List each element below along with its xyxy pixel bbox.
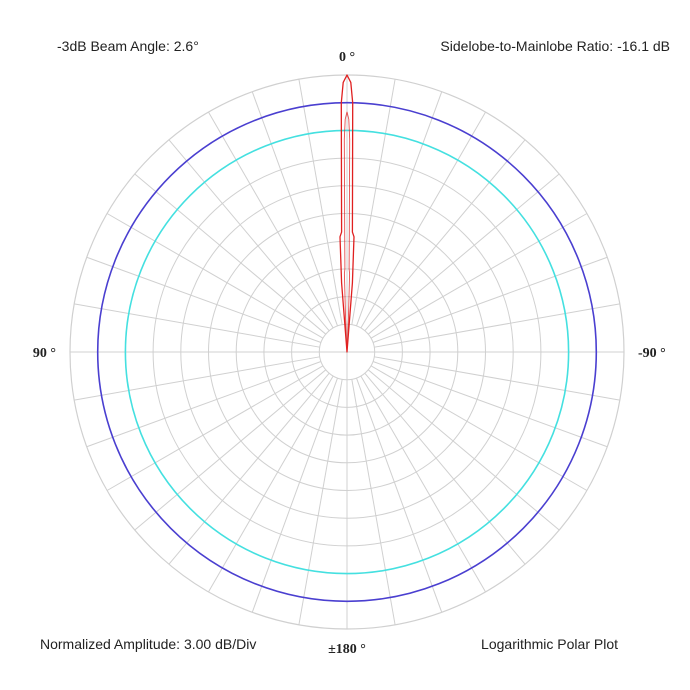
grid-spoke <box>367 369 560 531</box>
grid-spoke <box>360 375 486 593</box>
angle-label: -90 ° <box>638 346 666 361</box>
grid-spoke <box>168 372 330 565</box>
grid-spoke <box>374 356 620 401</box>
beam-angle-label: -3dB Beam Angle: 2.6° <box>57 38 199 54</box>
series-line <box>339 74 355 353</box>
amplitude-scale-label: Normalized Amplitude: 3.00 dB/Div <box>40 636 257 652</box>
reference-circle <box>96 101 598 603</box>
beam-pattern <box>339 74 355 353</box>
grid-spoke <box>374 303 620 348</box>
grid-spoke <box>298 79 343 325</box>
reference-circle <box>124 129 570 575</box>
grid-spoke <box>208 375 334 593</box>
grid-spoke <box>364 139 526 332</box>
reference-circles <box>96 101 598 603</box>
grid-spoke <box>74 356 320 401</box>
grid-spoke <box>251 91 338 327</box>
grid-spoke <box>367 173 560 335</box>
grid-spoke <box>356 377 443 613</box>
angle-labels: 0 ° 90 ° -90 ° ±180 ° <box>33 50 666 657</box>
grid-spoke <box>86 361 322 448</box>
grid-spoke <box>134 369 327 531</box>
grid-spoke <box>298 379 343 625</box>
sidelobe-ratio-label: Sidelobe-to-Mainlobe Ratio: -16.1 dB <box>440 38 670 54</box>
grid-spoke <box>351 79 396 325</box>
grid-spoke <box>86 256 322 343</box>
grid-spoke <box>106 213 324 339</box>
grid-spoke <box>370 365 588 491</box>
grid-spoke <box>208 111 334 329</box>
grid-spoke <box>351 379 396 625</box>
angle-label: 90 ° <box>33 346 56 361</box>
angle-label: 0 ° <box>339 50 355 65</box>
grid-spoke <box>106 365 324 491</box>
grid-spoke <box>168 139 330 332</box>
grid-spoke <box>372 361 608 448</box>
series-line-inner <box>343 111 351 353</box>
grid-spoke <box>372 256 608 343</box>
angle-label: ±180 ° <box>328 642 366 657</box>
grid-spoke <box>370 213 588 339</box>
grid-spoke <box>360 111 486 329</box>
grid-spoke <box>74 303 320 348</box>
grid-spoke <box>364 372 526 565</box>
grid-spoke <box>356 91 443 327</box>
plot-type-label: Logarithmic Polar Plot <box>481 636 618 652</box>
grid-spoke <box>251 377 338 613</box>
grid-spoke <box>134 173 327 335</box>
